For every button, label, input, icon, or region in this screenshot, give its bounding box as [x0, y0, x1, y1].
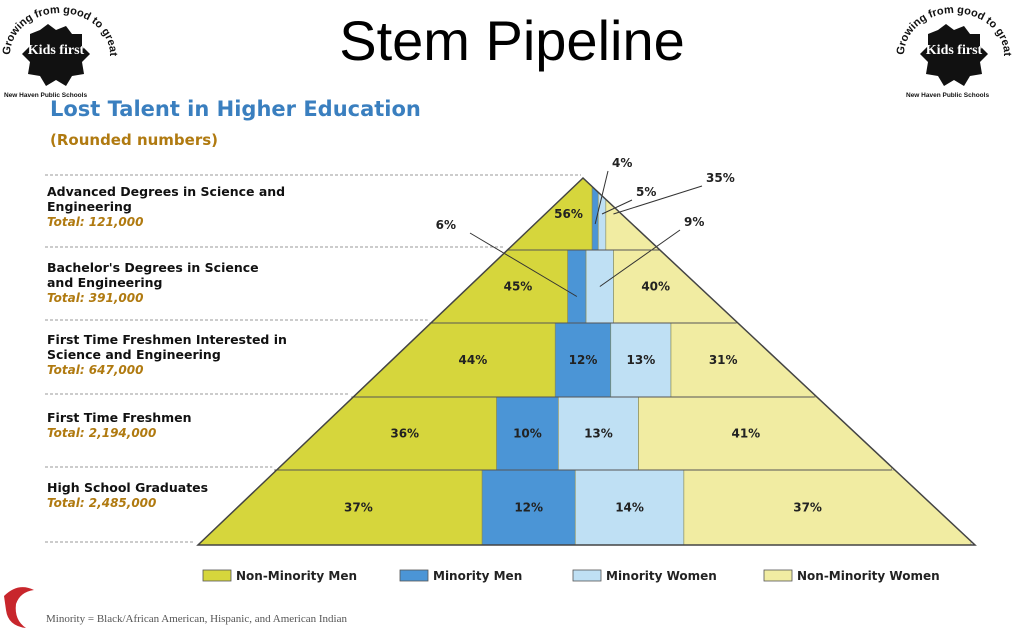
total-label: Total: 2,194,000 — [47, 426, 157, 440]
legend-label: Minority Men — [433, 569, 522, 583]
leader-line — [601, 199, 633, 215]
segment — [613, 249, 737, 324]
value-label: 5% — [636, 185, 656, 199]
legend-swatch — [763, 569, 793, 582]
category-label: First Time Freshmen — [47, 410, 192, 425]
value-label: 14% — [615, 501, 644, 515]
value-label: 13% — [627, 353, 656, 367]
footnote: Minority = Black/African American, Hispa… — [46, 613, 347, 625]
total-label: Total: 391,000 — [47, 291, 144, 305]
segment — [496, 396, 559, 471]
leader-line — [613, 185, 703, 215]
value-label: 6% — [436, 218, 456, 232]
logo-district: New Haven Public Schools — [4, 92, 87, 99]
logo-name: Kids first — [926, 43, 983, 58]
chart-subtitle: (Rounded numbers) — [50, 131, 218, 149]
value-label: 10% — [513, 427, 542, 441]
leader-line — [594, 170, 609, 225]
value-label: 45% — [504, 280, 533, 294]
logo: Kids first Growing from good to great Ne… — [895, 4, 1013, 99]
value-label: 44% — [459, 353, 488, 367]
leader-line — [599, 229, 681, 287]
segment — [351, 322, 556, 398]
value-label: 37% — [793, 501, 822, 515]
segment — [554, 322, 612, 398]
category-label: Advanced Degrees in Science and Engineer… — [47, 184, 286, 214]
total-label: Total: 2,485,000 — [47, 496, 157, 510]
value-label: 37% — [344, 501, 373, 515]
segment — [610, 322, 672, 398]
total-label: Total: 647,000 — [47, 363, 144, 377]
value-label: 4% — [612, 156, 632, 170]
chart-title: Lost Talent in Higher Education — [50, 97, 421, 121]
value-label: 40% — [641, 280, 670, 294]
value-label: 12% — [514, 501, 543, 515]
legend-label: Non-Minority Men — [236, 569, 357, 583]
legend-swatch — [202, 569, 232, 582]
leader-line — [469, 232, 578, 297]
segment — [683, 469, 972, 545]
logo-district: New Haven Public Schools — [906, 92, 989, 99]
category-label: High School Graduates — [47, 480, 209, 495]
segment — [558, 396, 639, 471]
value-label: 31% — [709, 353, 738, 367]
segment — [567, 249, 587, 324]
segment — [273, 396, 497, 471]
value-label: 13% — [584, 427, 613, 441]
value-label: 41% — [731, 427, 760, 441]
category-label: First Time Freshmen Interested in Scienc… — [47, 332, 287, 362]
legend-label: Non-Minority Women — [797, 569, 940, 583]
value-label: 56% — [554, 207, 583, 221]
value-label: 12% — [569, 353, 598, 367]
value-label: 9% — [684, 215, 704, 229]
segment — [638, 396, 893, 471]
category-label: Bachelor's Degrees in Science and Engine… — [47, 260, 259, 290]
value-label: 35% — [706, 171, 735, 185]
legend-label: Minority Women — [606, 569, 717, 583]
logo-name: Kids first — [28, 43, 85, 58]
logo: Kids first Growing from good to great Ne… — [1, 4, 119, 99]
legend-swatch — [399, 569, 429, 582]
footer-logo — [0, 582, 36, 630]
legend-swatch — [572, 569, 602, 582]
pyramid-outline — [196, 176, 977, 546]
slide-title: Stem Pipeline — [339, 9, 685, 72]
total-label: Total: 121,000 — [47, 215, 144, 229]
value-label: 36% — [390, 427, 419, 441]
segment — [429, 249, 568, 324]
segment — [670, 322, 815, 398]
